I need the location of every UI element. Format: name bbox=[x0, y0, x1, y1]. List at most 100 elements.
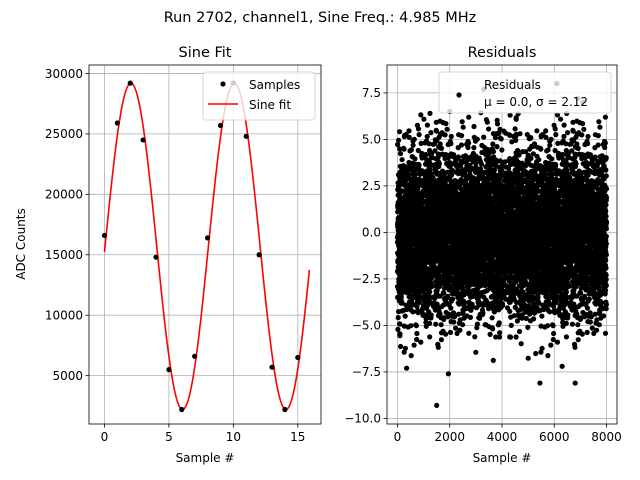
residual-point bbox=[416, 132, 422, 138]
residual-point bbox=[447, 160, 453, 166]
residual-point bbox=[424, 133, 430, 140]
residual-point bbox=[432, 148, 438, 154]
residual-point bbox=[421, 116, 427, 122]
residual-point bbox=[438, 337, 444, 343]
residual-point bbox=[412, 156, 418, 162]
residual-point bbox=[416, 162, 422, 168]
residual-point bbox=[484, 119, 490, 125]
residual-point bbox=[428, 130, 434, 136]
residual-point bbox=[443, 331, 449, 337]
residual-point bbox=[513, 116, 519, 122]
residual-point bbox=[419, 150, 425, 156]
residual-point bbox=[436, 161, 442, 167]
sine-fit-ytick-label: 15000 bbox=[45, 248, 83, 262]
residual-point bbox=[442, 132, 448, 138]
residual-point bbox=[408, 147, 414, 153]
residual-point bbox=[508, 322, 514, 328]
sample-point bbox=[217, 122, 224, 129]
residual-point bbox=[497, 158, 503, 164]
sample-point bbox=[243, 133, 249, 139]
residual-point bbox=[494, 144, 500, 150]
residual-point bbox=[410, 309, 416, 315]
residual-point bbox=[512, 126, 518, 132]
sample-point bbox=[153, 254, 159, 260]
residual-point bbox=[438, 145, 445, 151]
residual-point bbox=[445, 293, 451, 299]
residual-point bbox=[461, 292, 467, 298]
residual-point bbox=[436, 269, 442, 275]
residuals-title: Residuals bbox=[468, 45, 537, 61]
residual-point bbox=[397, 129, 403, 135]
sine-fit-title: Sine Fit bbox=[179, 45, 232, 61]
residual-point bbox=[396, 137, 402, 143]
legend-samples-label: Samples bbox=[249, 78, 300, 92]
sample-point bbox=[166, 367, 172, 373]
residual-point bbox=[397, 333, 403, 339]
residual-point bbox=[418, 112, 424, 118]
residual-point bbox=[427, 334, 433, 340]
residual-point bbox=[487, 331, 493, 337]
residual-point bbox=[466, 114, 472, 120]
residual-point bbox=[399, 300, 405, 306]
residual-point bbox=[473, 349, 479, 355]
residual-point bbox=[499, 147, 505, 153]
residual-point bbox=[427, 110, 433, 116]
residual-point bbox=[406, 134, 412, 140]
residual-point bbox=[444, 126, 450, 132]
residual-point bbox=[413, 323, 419, 329]
residual-point bbox=[490, 148, 497, 155]
residual-point bbox=[450, 296, 456, 302]
sample-point bbox=[295, 354, 301, 361]
legend-samples-marker bbox=[220, 81, 226, 87]
sine-fit-xtick-label: 10 bbox=[226, 430, 241, 444]
residual-point bbox=[414, 303, 420, 310]
residuals-plot-area bbox=[394, 81, 610, 408]
residual-point bbox=[410, 142, 416, 148]
residual-point bbox=[414, 330, 420, 337]
residual-point bbox=[401, 146, 407, 152]
residual-point bbox=[433, 321, 439, 327]
residual-point bbox=[395, 141, 401, 148]
residual-point bbox=[415, 126, 422, 132]
residual-point bbox=[426, 293, 432, 299]
residual-point bbox=[457, 327, 463, 333]
residual-point bbox=[448, 141, 454, 147]
residual-point bbox=[437, 273, 443, 279]
residual-point bbox=[414, 336, 420, 343]
residual-point bbox=[497, 330, 503, 336]
residual-point bbox=[423, 151, 429, 158]
sine-fit-xlabel: Sample # bbox=[176, 451, 235, 465]
residual-point bbox=[398, 343, 404, 350]
sample-point bbox=[256, 252, 262, 258]
residual-point bbox=[490, 357, 496, 363]
sine-fit-ytick-label: 5000 bbox=[52, 369, 83, 383]
sine-fit-legend: Samples Sine fit bbox=[202, 71, 316, 121]
residual-point bbox=[500, 302, 506, 308]
residual-point bbox=[421, 312, 427, 318]
residual-point bbox=[448, 172, 455, 178]
residual-point bbox=[437, 141, 443, 147]
residual-point bbox=[486, 126, 492, 132]
sample-point bbox=[204, 235, 211, 241]
sine-fit-axes: Sine Fit 0 5 10 155000100001500020000250003… bbox=[14, 45, 322, 465]
sine-fit-xtick-label: 15 bbox=[290, 430, 305, 444]
residual-point bbox=[457, 317, 463, 323]
residual-point bbox=[418, 140, 424, 146]
residual-point bbox=[409, 298, 415, 304]
residual-point bbox=[428, 312, 434, 318]
residual-point bbox=[466, 140, 472, 146]
residual-point bbox=[411, 342, 417, 348]
sine-fit-ytick-label: 20000 bbox=[45, 188, 83, 202]
residual-point bbox=[517, 131, 523, 137]
sine-fit-ylabel: ADC Counts bbox=[14, 208, 28, 280]
sample-point bbox=[127, 80, 133, 86]
residual-point bbox=[427, 289, 433, 295]
residual-point bbox=[467, 314, 474, 320]
residual-point bbox=[459, 119, 465, 125]
residual-point bbox=[455, 154, 461, 160]
residual-point bbox=[465, 144, 471, 151]
residual-point bbox=[452, 314, 458, 320]
sine-fit-ytick-label: 25000 bbox=[45, 127, 83, 141]
residual-point bbox=[460, 124, 466, 130]
sine-fit-line bbox=[103, 82, 311, 411]
